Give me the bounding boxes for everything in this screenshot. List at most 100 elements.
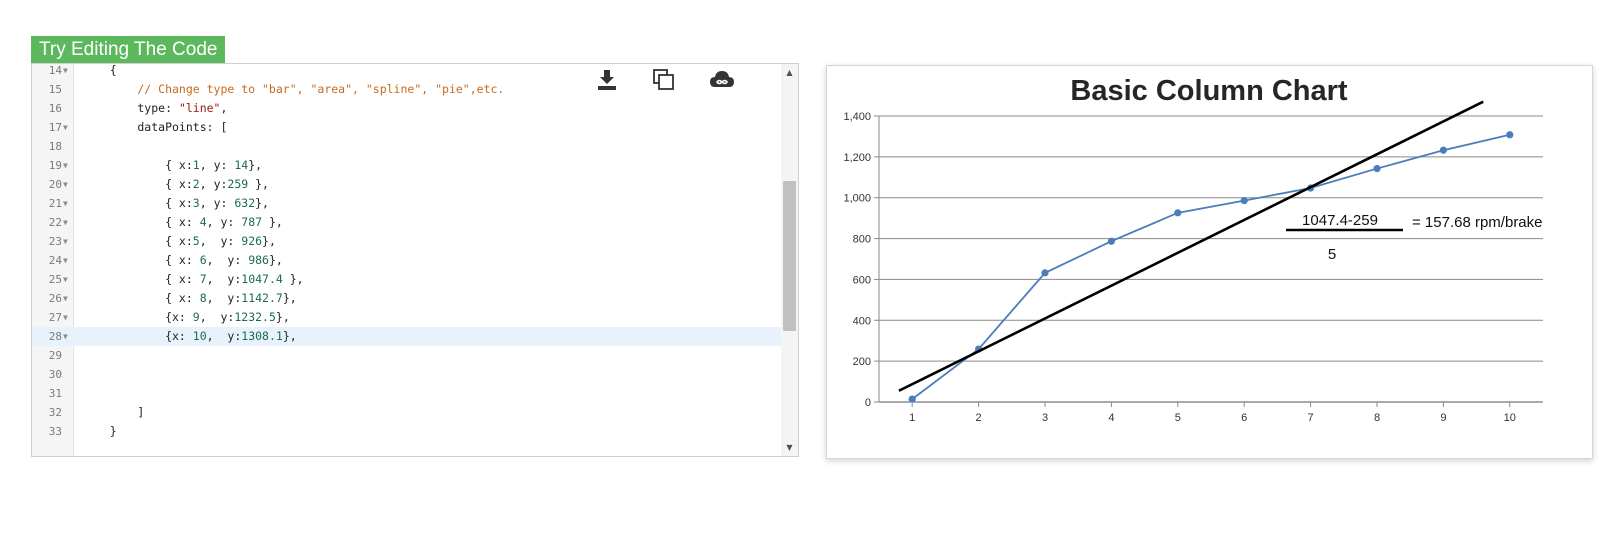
y-tick-label: 1,000 — [843, 193, 871, 205]
download-icon — [598, 70, 616, 90]
scroll-up-arrow-icon[interactable]: ▲ — [786, 68, 793, 77]
code-token: } — [82, 424, 117, 438]
x-tick-label: 3 — [1042, 412, 1048, 424]
code-text: { x: 8, y:1142.7}, — [82, 289, 297, 308]
fold-arrow-icon[interactable]: ▼ — [63, 332, 68, 341]
code-line[interactable]: 15 // Change type to "bar", "area", "spl… — [32, 80, 781, 99]
code-line[interactable]: 25 ▼ { x: 7, y:1047.4 }, — [32, 270, 781, 289]
scrollbar-thumb[interactable] — [783, 181, 796, 331]
x-tick-label: 6 — [1241, 412, 1247, 424]
code-token: { x: — [82, 291, 200, 305]
code-token: { x: — [82, 253, 200, 267]
scroll-down-arrow-icon[interactable]: ▼ — [786, 443, 793, 452]
data-point — [1174, 209, 1182, 217]
code-line[interactable]: 31 — [32, 384, 781, 403]
data-point — [1373, 164, 1381, 173]
code-line[interactable]: 32 ] — [32, 403, 781, 422]
code-token: { x: — [82, 158, 193, 172]
x-tick-label: 8 — [1374, 412, 1380, 424]
code-line[interactable]: 26 ▼ { x: 8, y:1142.7}, — [32, 289, 781, 308]
x-tick-label: 4 — [1108, 412, 1114, 424]
code-text: {x: 10, y:1308.1}, — [82, 327, 297, 346]
code-editor[interactable]: 14 ▼ {15 // Change type to "bar", "area",… — [31, 63, 799, 457]
code-token: { x: — [82, 234, 193, 248]
fold-arrow-icon[interactable]: ▼ — [63, 275, 68, 284]
code-line[interactable]: 18 — [32, 137, 781, 156]
code-text: { — [82, 64, 117, 80]
fold-arrow-icon[interactable]: ▼ — [63, 123, 68, 132]
fold-arrow-icon[interactable]: ▼ — [63, 66, 68, 75]
code-line[interactable]: 27 ▼ {x: 9, y:1232.5}, — [32, 308, 781, 327]
fold-arrow-icon[interactable]: ▼ — [63, 199, 68, 208]
code-token: 787 — [241, 215, 263, 229]
fold-arrow-icon[interactable]: ▼ — [63, 313, 68, 322]
code-line[interactable]: 14 ▼ { — [32, 64, 781, 80]
download-button[interactable] — [595, 68, 619, 92]
fold-arrow-icon[interactable]: ▼ — [63, 237, 68, 246]
try-editing-tab[interactable]: Try Editing The Code — [31, 36, 226, 63]
line-number: 24 — [48, 254, 62, 267]
code-text: { x:2, y:259 }, — [82, 175, 269, 194]
y-tick-label: 200 — [853, 356, 871, 368]
line-number: 17 — [48, 121, 62, 134]
code-line[interactable]: 21 ▼ { x:3, y: 632}, — [32, 194, 781, 213]
y-tick-label: 800 — [853, 234, 871, 246]
line-number: 29 — [48, 349, 62, 362]
line-number: 16 — [48, 102, 62, 115]
code-token: {x: — [82, 329, 193, 343]
fold-arrow-icon[interactable]: ▼ — [63, 256, 68, 265]
code-token: 9 — [192, 310, 200, 324]
code-line[interactable]: 29 — [32, 346, 781, 365]
x-tick-label: 2 — [976, 412, 982, 424]
code-line[interactable]: 17 ▼ dataPoints: [ — [32, 118, 781, 137]
line-number: 23 — [48, 235, 62, 248]
open-in-cloud-button[interactable] — [709, 68, 734, 92]
line-number: 14 — [48, 64, 62, 77]
code-token: { x: — [82, 215, 200, 229]
code-token: , y: — [199, 196, 235, 210]
x-tick-label: 10 — [1504, 412, 1516, 424]
line-number: 19 — [48, 159, 62, 172]
data-point — [1240, 196, 1248, 205]
fold-arrow-icon[interactable]: ▼ — [63, 294, 68, 303]
copy-button[interactable] — [652, 68, 676, 92]
line-number: 18 — [48, 140, 62, 153]
overlay-trend-line — [898, 100, 1484, 392]
fold-arrow-icon[interactable]: ▼ — [63, 161, 68, 170]
line-number-gutter — [32, 64, 74, 456]
code-line[interactable]: 23 ▼ { x:5, y: 926}, — [32, 232, 781, 251]
code-line[interactable]: 19 ▼ { x:1, y: 14}, — [32, 156, 781, 175]
code-token: , y: — [206, 329, 242, 343]
code-token: 1 — [192, 158, 200, 172]
code-token: 632 — [234, 196, 256, 210]
chart-title: Basic Column Chart — [1070, 75, 1347, 107]
fold-arrow-icon[interactable]: ▼ — [63, 218, 68, 227]
x-tick-label: 7 — [1308, 412, 1314, 424]
line-number: 22 — [48, 216, 62, 229]
data-point — [1107, 237, 1115, 245]
y-tick-label: 1,200 — [843, 152, 871, 164]
line-chart: Basic Column Chart 0 200 400 600 800 1,000 1,2… — [843, 75, 1543, 424]
code-token: 3 — [192, 196, 200, 210]
code-line[interactable]: 30 — [32, 365, 781, 384]
code-token: 1047.4 — [241, 272, 283, 286]
line-number: 32 — [48, 406, 62, 419]
code-line[interactable]: 28 ▼ {x: 10, y:1308.1}, — [32, 327, 781, 346]
line-number: 30 — [48, 368, 62, 381]
code-line[interactable]: 33 } — [32, 422, 781, 441]
code-token: 7 — [199, 272, 207, 286]
fold-arrow-icon[interactable]: ▼ — [63, 180, 68, 189]
code-line[interactable]: 20 ▼ { x:2, y:259 }, — [32, 175, 781, 194]
code-line[interactable]: 24 ▼ { x: 6, y: 986}, — [32, 251, 781, 270]
code-token: }, — [255, 196, 269, 210]
line-number: 28 — [48, 330, 62, 343]
line-number: 21 — [48, 197, 62, 210]
editor-scrollbar[interactable]: ▲ ▼ — [781, 64, 798, 456]
code-token: , y: — [199, 177, 228, 191]
code-text: { x:1, y: 14}, — [82, 156, 262, 175]
code-token: , y: — [206, 272, 242, 286]
code-line[interactable]: 16 type: "line", — [32, 99, 781, 118]
annotation-result: = 157.68 rpm/brake — [1412, 214, 1543, 231]
code-token: {x: — [82, 310, 193, 324]
code-line[interactable]: 22 ▼ { x: 4, y: 787 }, — [32, 213, 781, 232]
